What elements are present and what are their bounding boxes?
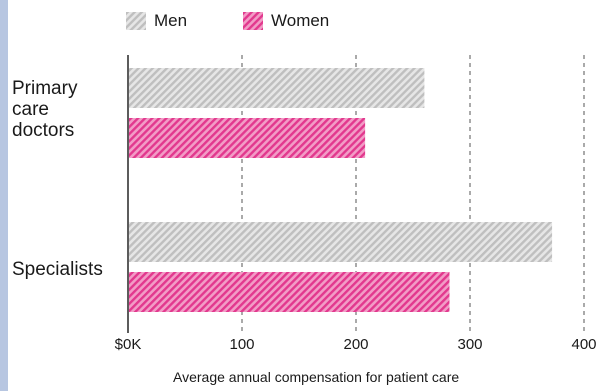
legend-swatch-fill-0: [126, 12, 146, 30]
x-tick-label-200: 200: [343, 336, 369, 353]
decorative-side-band: [0, 0, 8, 391]
bar-primary-care-men: [129, 68, 425, 108]
legend-item-women: Women: [243, 10, 329, 32]
x-tick-label-400: 400: [571, 336, 597, 353]
x-tick-label-300: 300: [457, 336, 483, 353]
legend-swatch-men: [126, 12, 146, 30]
legend-swatch-women: [243, 12, 263, 30]
category-label-specialists: Specialists: [12, 259, 103, 280]
legend-item-men: Men: [126, 10, 187, 32]
category-label-specialists-text: Specialists: [12, 259, 103, 280]
legend-label-women: Women: [271, 11, 330, 30]
category-label-primary-care-text: Primary care doctors: [12, 78, 78, 141]
bar-specialists-women: [129, 272, 450, 312]
x-tick-label-100: 100: [229, 336, 255, 353]
legend-swatch-fill-1: [243, 12, 263, 30]
category-label-primary-care: Primary care doctors: [12, 78, 77, 141]
bar-primary-care-women: [129, 118, 366, 158]
bar-specialists-men: [129, 222, 553, 262]
x-tick-label-0: $0K: [114, 336, 142, 353]
legend-label-men: Men: [154, 11, 188, 30]
x-axis-label: Average annual compensation for patient …: [173, 369, 460, 385]
